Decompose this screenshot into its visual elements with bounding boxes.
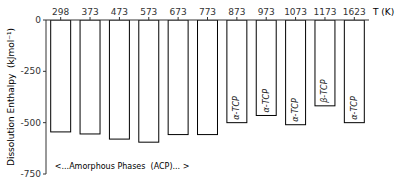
chart: α-TCP α-TCP α-TCP β-TCP α-TCP -750 -500 -250 0 29… <box>0 0 403 180</box>
x-tick-label: 1173 <box>314 7 337 17</box>
bar <box>139 20 159 142</box>
x-tick <box>354 17 355 20</box>
y-tick-label: -500 <box>21 118 42 128</box>
x-tick-label: 873 <box>228 7 245 17</box>
bars <box>51 20 365 142</box>
x-tick-label: 1073 <box>284 7 307 17</box>
x-tick-label: 773 <box>199 7 216 17</box>
bar <box>256 20 276 115</box>
bar <box>286 20 306 125</box>
x-tick <box>207 17 208 20</box>
x-tick <box>178 17 179 20</box>
y-tick <box>43 122 46 123</box>
x-tick-label: 973 <box>258 7 275 17</box>
x-tick <box>236 17 237 20</box>
x-tick-label: 373 <box>81 7 98 17</box>
y-tick <box>43 71 46 72</box>
bar-label: α-TCP <box>291 98 300 122</box>
bar-label: α-TCP <box>262 89 271 113</box>
bar <box>51 20 71 132</box>
x-axis-label: T (K) <box>372 7 394 17</box>
x-tick <box>119 17 120 20</box>
x-tick <box>90 17 91 20</box>
bar <box>109 20 129 139</box>
x-tick <box>295 17 296 20</box>
bar-label: α-TCP <box>350 96 359 120</box>
annotation: <...Amorphous Phases (ACP)... > <box>55 162 190 171</box>
bar <box>168 20 188 135</box>
y-tick-label: -250 <box>21 66 42 76</box>
x-tick-label: 298 <box>52 7 69 17</box>
x-tick-label: 473 <box>111 7 128 17</box>
bar <box>344 20 364 123</box>
bar-label: α-TCP <box>232 96 241 120</box>
x-tick <box>60 17 61 20</box>
x-tick-label: 673 <box>170 7 187 17</box>
bar <box>80 20 100 134</box>
y-tick-label: -750 <box>21 169 42 179</box>
y-tick <box>43 174 46 175</box>
x-tick <box>148 17 149 20</box>
x-tick <box>266 17 267 20</box>
y-tick <box>43 20 46 21</box>
y-axis-line <box>46 20 47 174</box>
y-axis-label: Dissolution Enthalpy (kJmol⁻¹) <box>6 28 16 166</box>
bar <box>227 20 247 123</box>
bar-label: β-TCP <box>320 79 329 103</box>
bar <box>315 20 335 106</box>
x-tick-label: 573 <box>140 7 157 17</box>
y-tick-label: 0 <box>35 15 41 25</box>
x-tick-label: 1623 <box>343 7 366 17</box>
bar <box>198 20 218 135</box>
x-tick <box>324 17 325 20</box>
